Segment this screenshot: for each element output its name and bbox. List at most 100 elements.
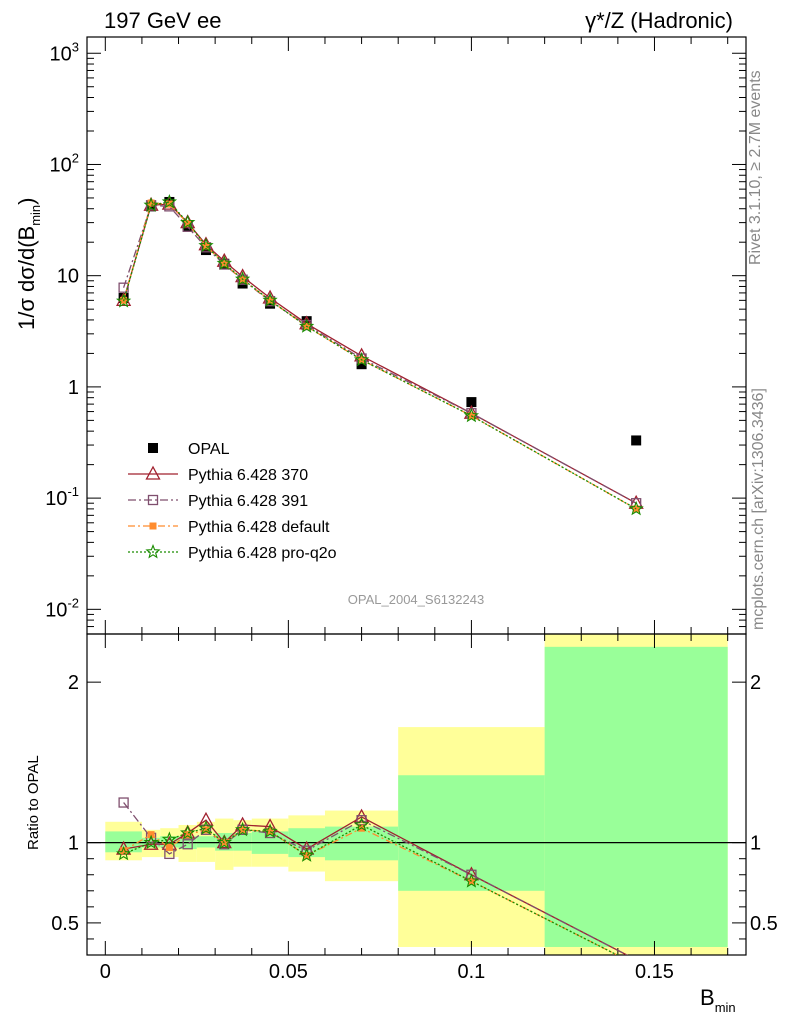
- data-point: [303, 851, 311, 859]
- data-point: [161, 193, 178, 209]
- data-point: [353, 816, 370, 832]
- data-point: [147, 831, 155, 839]
- main-series: [115, 193, 644, 516]
- data-point: [149, 522, 157, 530]
- data-point: [118, 797, 129, 808]
- data-point: [180, 214, 196, 230]
- data-point: [148, 443, 158, 453]
- rivet-label: Rivet 3.1.10, ≥ 2.7M events: [747, 70, 764, 265]
- data-point: [353, 351, 370, 367]
- header-left: 197 GeV ee: [104, 8, 221, 33]
- series-line: [123, 802, 629, 955]
- data-point: [234, 821, 251, 837]
- data-point: [198, 820, 214, 835]
- y-tick-label-main: 10: [57, 266, 79, 288]
- svg-text:Bmin: Bmin: [700, 985, 736, 1015]
- data-point: [299, 318, 315, 333]
- axis-ticks: 10-2 10-1 1 10 102 103 0.5 0.5 1 1 2 2 0 0.05 0.1 0.15: [45, 37, 778, 983]
- data-point: [466, 397, 477, 408]
- y-tick-label-main: 103: [50, 39, 79, 65]
- legend-label: OPAL: [188, 441, 230, 458]
- data-point: [165, 200, 173, 208]
- y-tick-label-ratio-right: 0.5: [750, 913, 778, 935]
- legend-label: Pythia 6.428 pro-q2o: [188, 545, 337, 562]
- ratio-uncertainty-bands: [105, 634, 728, 955]
- x-tick-label: 0.05: [269, 961, 308, 983]
- y-tick-label-main: 10-2: [45, 595, 79, 621]
- main-series: [118, 200, 642, 509]
- data-point: [262, 823, 278, 838]
- y-tick-label-main: 102: [50, 150, 79, 176]
- svg-text:1/σ dσ/d(Bmin): 1/σ dσ/d(Bmin): [14, 198, 43, 330]
- green-band-bin: [233, 833, 252, 851]
- series-line: [122, 201, 637, 510]
- data-point: [118, 282, 129, 293]
- y-tick-label-ratio: 0.5: [51, 913, 79, 935]
- watermark: OPAL_2004_S6132243: [348, 592, 484, 607]
- data-point: [266, 296, 274, 304]
- x-tick-label: 0.15: [635, 961, 674, 983]
- data-point: [184, 219, 192, 227]
- ratio-panel-frame: [86, 633, 747, 956]
- data-point: [120, 847, 128, 855]
- y-tick-label-ratio: 1: [68, 833, 79, 855]
- data-point: [180, 824, 196, 840]
- data-point: [356, 815, 367, 826]
- data-point: [184, 831, 192, 839]
- data-point: [463, 407, 480, 423]
- data-point: [182, 839, 193, 850]
- legend-entry: OPAL: [148, 441, 230, 458]
- data-point: [165, 843, 173, 851]
- y-tick-label-main: 1: [68, 377, 79, 399]
- main-series: [116, 195, 644, 509]
- data-point: [147, 494, 159, 506]
- data-point: [115, 845, 132, 861]
- legend-entry: Pythia 6.428 pro-q2o: [128, 543, 337, 562]
- data-point: [234, 271, 251, 286]
- data-point: [216, 834, 232, 850]
- main-series: [120, 199, 640, 513]
- data-point: [628, 500, 644, 516]
- data-point: [262, 292, 278, 307]
- x-tick-label: 0: [100, 961, 111, 983]
- y-tick-label-ratio-right: 2: [750, 672, 761, 694]
- data-point: [147, 199, 155, 207]
- y-tick-label-ratio: 2: [68, 672, 79, 694]
- header-right: γ*/Z (Hadronic): [585, 8, 733, 33]
- data-point: [115, 293, 132, 308]
- y-axis-label-ratio: Ratio to OPAL: [25, 755, 42, 850]
- legend-label: Pythia 6.428 370: [188, 467, 308, 484]
- axes-frames: [86, 36, 747, 956]
- data-point: [356, 359, 367, 370]
- y-axis-label-main: 1/σ dσ/d(Bmin): [14, 198, 43, 330]
- y-tick-label-ratio-right: 1: [750, 833, 761, 855]
- data-point: [143, 197, 159, 212]
- green-band-bin: [544, 646, 728, 947]
- data-point: [299, 847, 315, 862]
- x-tick-label: 0.1: [458, 961, 486, 983]
- data-point: [266, 827, 274, 835]
- data-point: [219, 259, 230, 270]
- main-panel-frame: [86, 36, 747, 635]
- legend-entry: Pythia 6.428 default: [128, 519, 330, 536]
- mcplots-label: mcplots.cern.ch [arXiv:1306.3436]: [750, 388, 767, 630]
- data-point: [237, 274, 248, 285]
- data-point: [198, 237, 214, 253]
- data-point: [463, 873, 480, 888]
- legend-label: Pythia 6.428 default: [188, 519, 330, 536]
- legend: OPAL Pythia 6.428 370 Pythia 6.428 391 Pyth…: [128, 441, 337, 562]
- data-point: [237, 278, 248, 289]
- data-point: [216, 255, 232, 270]
- ratio-series: [115, 816, 619, 955]
- data-point: [145, 543, 161, 559]
- data-series: [115, 193, 644, 955]
- green-band-bin: [324, 826, 399, 861]
- data-point: [631, 435, 642, 446]
- data-point: [264, 296, 276, 307]
- legend-entry: Pythia 6.428 370: [128, 465, 308, 484]
- y-tick-label-main: 10-1: [45, 484, 79, 510]
- legend-label: Pythia 6.428 391: [188, 493, 308, 510]
- data-point: [145, 465, 161, 480]
- x-axis-label: Bmin: [700, 985, 736, 1015]
